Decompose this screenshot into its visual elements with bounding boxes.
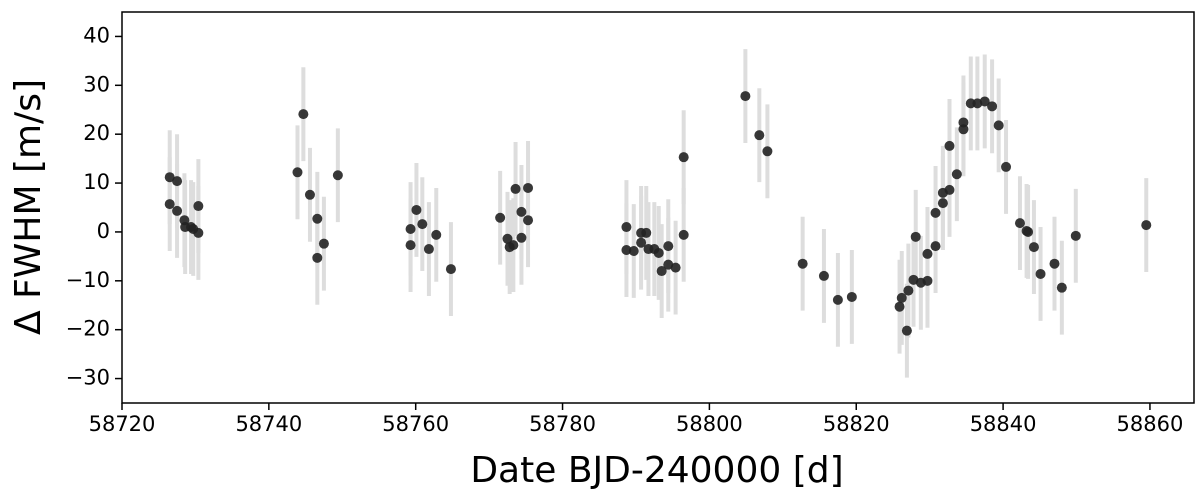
data-point bbox=[656, 266, 667, 277]
data-point bbox=[1070, 230, 1081, 241]
data-point bbox=[621, 245, 632, 256]
plot-frame bbox=[121, 11, 1195, 404]
data-point bbox=[922, 275, 933, 286]
y-tick-label: 20 bbox=[83, 121, 110, 145]
data-point bbox=[1056, 282, 1067, 293]
data-point bbox=[445, 264, 456, 275]
data-point bbox=[663, 241, 674, 252]
data-point bbox=[523, 215, 534, 226]
data-point bbox=[304, 189, 315, 200]
data-point bbox=[846, 291, 857, 302]
y-tick-label: 30 bbox=[83, 72, 110, 96]
data-point bbox=[332, 170, 343, 181]
data-point bbox=[678, 152, 689, 163]
data-point bbox=[922, 248, 933, 259]
x-tick-label: 58820 bbox=[823, 412, 890, 436]
x-tick-label: 58840 bbox=[970, 412, 1037, 436]
data-point bbox=[405, 240, 416, 251]
x-tick-label: 58720 bbox=[89, 412, 156, 436]
data-point bbox=[417, 219, 428, 230]
x-tick-label: 58800 bbox=[676, 412, 743, 436]
data-point bbox=[172, 176, 183, 187]
x-tick-label: 58780 bbox=[529, 412, 596, 436]
data-point bbox=[312, 213, 323, 224]
data-point bbox=[1014, 218, 1025, 229]
data-point bbox=[987, 101, 998, 112]
data-point bbox=[944, 184, 955, 195]
data-point bbox=[318, 238, 329, 249]
data-point bbox=[930, 207, 941, 218]
data-point bbox=[193, 227, 204, 238]
data-point bbox=[958, 117, 969, 128]
data-point bbox=[818, 270, 829, 281]
data-point bbox=[993, 120, 1004, 131]
x-tick-label: 58740 bbox=[235, 412, 302, 436]
data-point bbox=[628, 245, 639, 256]
data-point bbox=[1001, 161, 1012, 172]
data-point bbox=[164, 199, 175, 210]
data-point bbox=[423, 244, 434, 255]
data-point bbox=[937, 198, 948, 209]
data-point bbox=[832, 294, 843, 305]
data-point bbox=[1049, 258, 1060, 269]
x-tick-label: 58760 bbox=[382, 412, 449, 436]
data-point bbox=[641, 227, 652, 238]
data-point bbox=[411, 204, 422, 215]
data-point bbox=[516, 232, 527, 243]
data-point bbox=[754, 130, 765, 141]
x-tick-label: 58860 bbox=[1117, 412, 1184, 436]
data-point bbox=[910, 231, 921, 242]
data-point bbox=[1028, 242, 1039, 253]
data-point bbox=[523, 182, 534, 193]
data-point bbox=[516, 206, 527, 217]
data-point bbox=[944, 140, 955, 151]
data-point bbox=[979, 96, 990, 107]
data-point bbox=[312, 252, 323, 263]
data-point bbox=[951, 169, 962, 180]
data-point bbox=[193, 201, 204, 212]
data-point bbox=[636, 237, 647, 248]
data-point bbox=[298, 109, 309, 120]
data-point bbox=[678, 229, 689, 240]
y-tick-label: −20 bbox=[66, 317, 110, 341]
data-point bbox=[896, 292, 907, 303]
data-point bbox=[405, 224, 416, 235]
y-tick-label: 40 bbox=[83, 23, 110, 47]
data-point bbox=[1035, 268, 1046, 279]
data-point bbox=[740, 91, 751, 102]
data-point bbox=[670, 262, 681, 273]
y-tick-label: 10 bbox=[83, 170, 110, 194]
data-point bbox=[431, 229, 442, 240]
data-point bbox=[1141, 220, 1152, 231]
data-point bbox=[621, 222, 632, 233]
data-point bbox=[797, 258, 808, 269]
y-tick-label: −30 bbox=[66, 366, 110, 390]
data-point bbox=[930, 241, 941, 252]
data-point bbox=[172, 205, 183, 216]
y-tick-label: 0 bbox=[97, 219, 110, 243]
data-point bbox=[510, 183, 521, 194]
data-point bbox=[164, 172, 175, 183]
data-point bbox=[894, 301, 905, 312]
data-point bbox=[292, 167, 303, 178]
x-axis-title: Date BJD-240000 [d] bbox=[470, 450, 843, 491]
data-point bbox=[495, 212, 506, 223]
data-point bbox=[901, 325, 912, 336]
data-point bbox=[903, 285, 914, 296]
data-point bbox=[502, 233, 513, 244]
data-point bbox=[1023, 226, 1034, 237]
y-tick-label: −10 bbox=[66, 268, 110, 292]
data-point bbox=[762, 146, 773, 157]
data-point bbox=[958, 124, 969, 135]
data-point bbox=[508, 240, 519, 251]
data-point bbox=[653, 247, 664, 258]
y-axis-title: Δ FWHM [m/s] bbox=[8, 79, 49, 335]
